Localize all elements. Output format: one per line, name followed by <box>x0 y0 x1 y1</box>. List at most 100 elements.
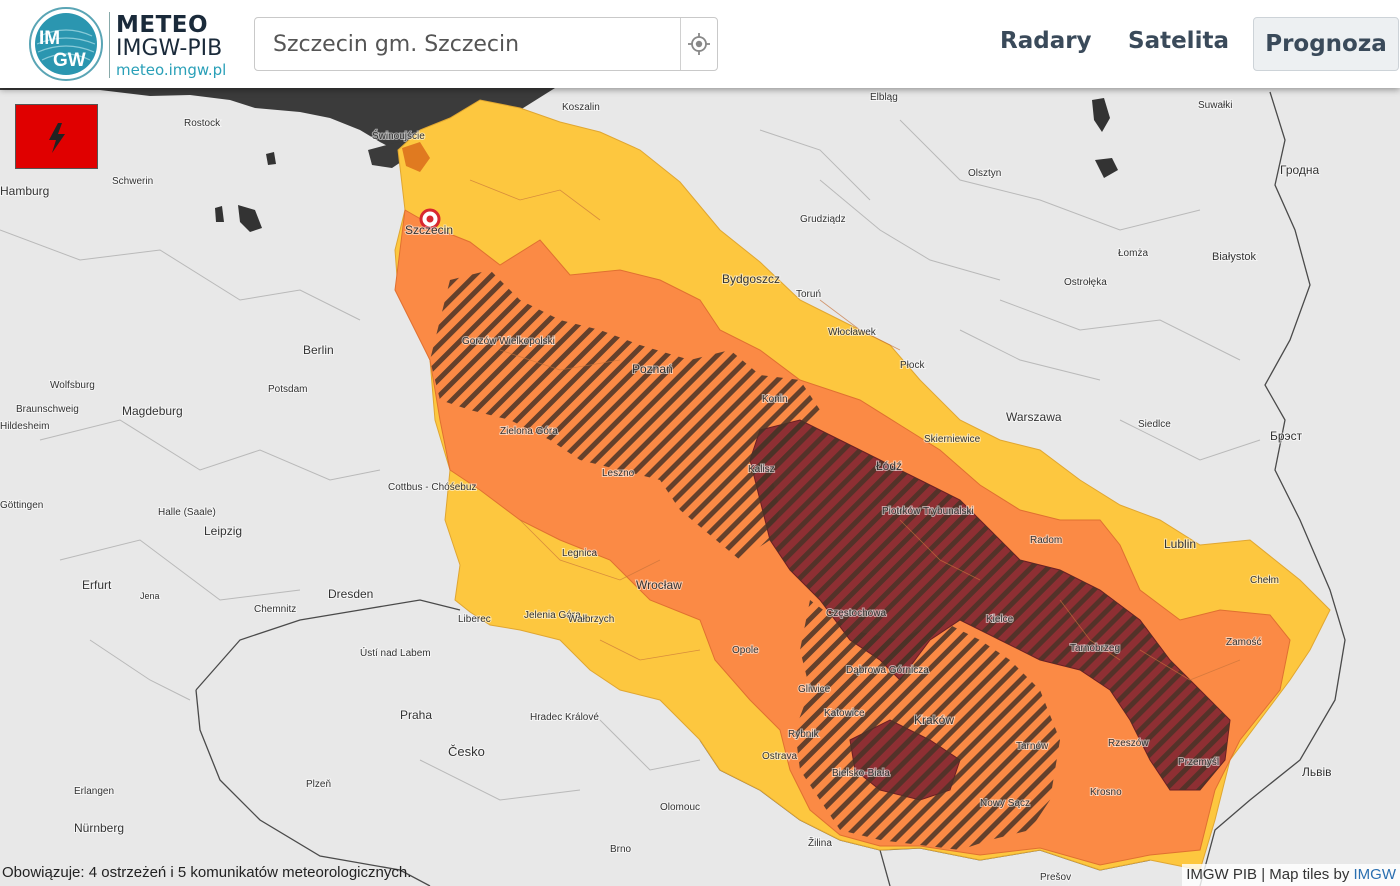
city-label: Wolfsburg <box>50 380 95 391</box>
lake <box>1095 158 1118 178</box>
county-lines <box>469 179 1241 681</box>
city-label: Hamburg <box>0 184 49 198</box>
city-label: Kielce <box>986 614 1014 625</box>
warning-level2-region[interactable] <box>402 142 430 172</box>
nav-prognoza[interactable]: Prognoza <box>1253 17 1399 71</box>
city-label: Ostrava <box>762 751 797 762</box>
search-input[interactable] <box>255 18 683 70</box>
city-label: Bydgoszcz <box>722 272 780 286</box>
storm-warning-button[interactable] <box>15 104 98 169</box>
city-label: Erfurt <box>82 578 112 592</box>
city-label: Jena <box>140 591 160 601</box>
city-label: Leipzig <box>204 524 242 538</box>
city-label: Radom <box>1030 535 1062 546</box>
city-label: Elbląg <box>870 92 898 103</box>
city-label: Toruń <box>796 289 821 300</box>
city-label: Chemnitz <box>254 604 296 615</box>
city-label: Nowy Sącz <box>980 798 1030 809</box>
geolocate-button[interactable] <box>680 18 717 70</box>
city-label: Grudziądz <box>800 214 846 225</box>
hatched-overlay-region[interactable] <box>750 420 1230 790</box>
city-label: Potsdam <box>268 384 307 395</box>
city-label: Szczecin <box>405 223 453 237</box>
city-label: Suwałki <box>1198 100 1232 111</box>
nav-radary[interactable]: Radary <box>1000 28 1092 54</box>
city-label: Berlin <box>303 343 334 357</box>
city-label: Konin <box>762 394 788 405</box>
logo-divider <box>109 12 110 78</box>
imgw-logo[interactable]: IM GW <box>28 6 104 82</box>
nav-satelita[interactable]: Satelita <box>1128 28 1229 54</box>
lake <box>1092 98 1110 132</box>
city-label: Olomouc <box>660 802 700 813</box>
lake <box>238 205 262 232</box>
city-label: Гродна <box>1280 163 1320 177</box>
city-label: Płock <box>900 360 925 371</box>
attribution-text: IMGW PIB | Map tiles by <box>1186 866 1350 883</box>
city-label: Leszno <box>602 468 635 479</box>
city-label: Przemyśl <box>1178 757 1219 768</box>
city-label: Łomża <box>1118 248 1148 259</box>
city-label: Plzeň <box>306 779 331 790</box>
city-label: Krosno <box>1090 787 1122 798</box>
brand-line1: METEO <box>116 12 209 38</box>
city-label: Skierniewice <box>924 434 981 445</box>
crosshair-icon <box>688 33 710 55</box>
search-box <box>254 17 718 71</box>
city-label: Lublin <box>1164 537 1196 551</box>
city-label: Łódź <box>876 459 902 473</box>
city-label: Częstochowa <box>826 608 886 619</box>
city-label: Schwerin <box>112 176 153 187</box>
city-label: Białystok <box>1212 251 1257 263</box>
city-label: Braunschweig <box>16 404 79 415</box>
city-label: Warszawa <box>1006 410 1062 424</box>
city-label: Hradec Králové <box>530 712 599 723</box>
city-label: Tarnów <box>1016 741 1049 752</box>
city-label: Prešov <box>1040 872 1071 883</box>
city-label: Zamość <box>1226 637 1262 648</box>
admin-lines <box>0 119 1261 801</box>
city-label: Dąbrowa Górnicza <box>846 665 929 676</box>
attribution-link[interactable]: IMGW <box>1353 866 1397 883</box>
city-labels: Koszalin Elbląg Suwałki Rostock Świnoujście S… <box>0 91 1333 884</box>
city-label: Dresden <box>328 587 373 601</box>
city-label: Česko <box>448 744 485 759</box>
city-label: Ostrołęka <box>1064 277 1107 288</box>
city-label: Брэст <box>1270 429 1303 443</box>
city-label: Chełm <box>1250 575 1279 586</box>
city-label: Tarnobrzeg <box>1070 643 1120 654</box>
hatched-overlay-region[interactable] <box>795 600 1060 850</box>
city-label: Katowice <box>824 708 865 719</box>
city-label: Kalisz <box>748 464 775 475</box>
city-label: Gliwice <box>798 684 831 695</box>
hatched-overlay-region[interactable] <box>430 270 820 560</box>
city-label: Rybnik <box>788 729 820 740</box>
city-label: Erlangen <box>74 786 114 797</box>
city-label: Bielsko-Biała <box>832 768 890 779</box>
city-label: Piotrków Trybunalski <box>882 506 974 517</box>
city-label: Brno <box>610 844 632 855</box>
city-label: Liberec <box>458 614 491 625</box>
city-label: Legnica <box>562 548 597 559</box>
city-label: Siedlce <box>1138 419 1171 430</box>
brand-url: meteo.imgw.pl <box>116 61 227 79</box>
brand[interactable]: METEO IMGW-PIB meteo.imgw.pl <box>116 14 226 78</box>
lightning-icon <box>49 123 65 153</box>
city-label: Poznań <box>632 362 673 376</box>
city-label: Rostock <box>184 118 221 129</box>
city-label: Koszalin <box>562 102 600 113</box>
city-label: Nürnberg <box>74 821 124 835</box>
city-label: Ústí nad Labem <box>360 646 431 659</box>
city-label: Göttingen <box>0 500 43 511</box>
attribution: IMGW PIB | Map tiles by IMGW <box>1182 864 1400 886</box>
city-label: Wałbrzych <box>568 614 614 625</box>
city-label: Hildesheim <box>0 421 49 432</box>
city-label: Praha <box>400 708 432 722</box>
brand-line2: IMGW-PIB <box>116 36 223 61</box>
top-bar: IM GW METEO IMGW-PIB meteo.imgw.pl Radar… <box>0 0 1400 88</box>
city-label: Włocławek <box>828 327 877 338</box>
location-pin-icon[interactable] <box>419 208 441 230</box>
city-label: Kraków <box>914 713 954 727</box>
city-label: Opole <box>732 645 759 656</box>
